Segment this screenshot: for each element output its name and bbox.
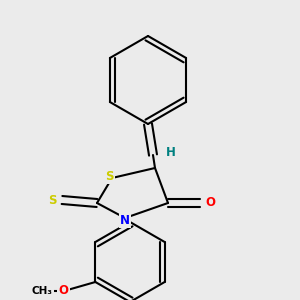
Text: S: S bbox=[105, 169, 113, 182]
Text: H: H bbox=[166, 146, 176, 158]
Text: O: O bbox=[58, 284, 68, 298]
Text: N: N bbox=[120, 214, 130, 226]
Text: CH₃: CH₃ bbox=[32, 286, 53, 296]
Text: O: O bbox=[205, 196, 215, 209]
Text: S: S bbox=[48, 194, 56, 206]
